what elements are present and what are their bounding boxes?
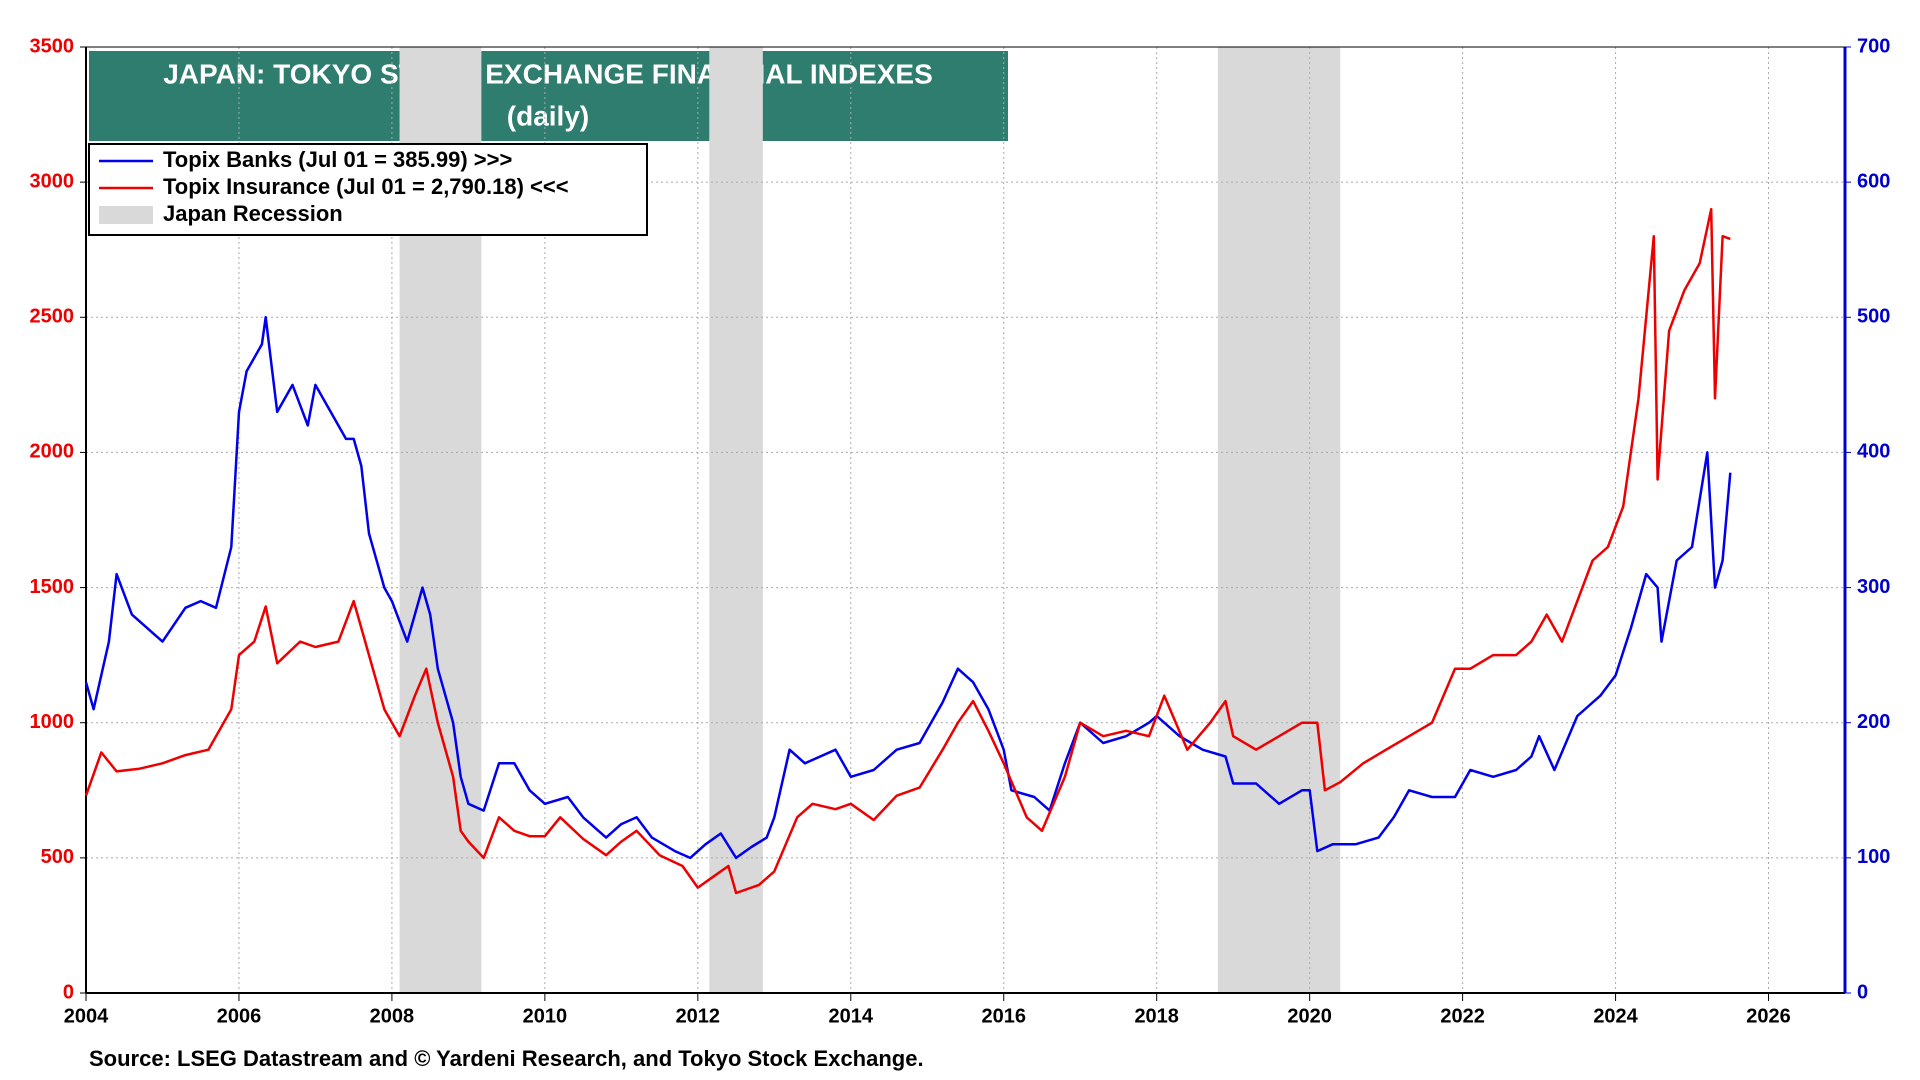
- y2-tick-label: 100: [1857, 846, 1890, 868]
- chart-subtitle: (daily): [507, 100, 589, 131]
- y-tick-label: 1000: [30, 711, 75, 733]
- legend-label: Japan Recession: [163, 201, 343, 226]
- y-tick-label: 1500: [30, 576, 75, 598]
- y2-tick-label: 600: [1857, 170, 1890, 192]
- y2-tick-label: 500: [1857, 306, 1890, 328]
- x-tick-label: 2014: [829, 1005, 874, 1027]
- y-tick-label: 3500: [30, 35, 75, 57]
- y2-tick-label: 400: [1857, 441, 1890, 463]
- legend-label: Topix Insurance (Jul 01 = 2,790.18) <<<: [163, 174, 569, 199]
- x-tick-label: 2004: [64, 1005, 109, 1027]
- legend-box: [88, 143, 648, 236]
- recession-band: [709, 47, 763, 993]
- y-tick-label: 2000: [30, 441, 75, 463]
- series-line: [84, 316, 1732, 860]
- x-tick-label: 2006: [217, 1005, 262, 1027]
- y2-tick-label: 300: [1857, 576, 1890, 598]
- y-tick-label: 0: [63, 981, 74, 1003]
- title-box: [89, 51, 1008, 141]
- x-tick-label: 2008: [370, 1005, 415, 1027]
- x-tick-label: 2026: [1746, 1005, 1791, 1027]
- x-tick-label: 2022: [1440, 1005, 1485, 1027]
- y2-tick-label: 200: [1857, 711, 1890, 733]
- legend-label: Topix Banks (Jul 01 = 385.99) >>>: [163, 147, 512, 172]
- y2-tick-label: 0: [1857, 981, 1868, 1003]
- y-tick-label: 500: [41, 846, 74, 868]
- x-tick-label: 2016: [981, 1005, 1026, 1027]
- legend-swatch: [99, 206, 153, 224]
- series-line: [84, 207, 1731, 895]
- recession-band: [1217, 47, 1341, 993]
- source-note: Source: LSEG Datastream and © Yardeni Re…: [89, 1046, 924, 1071]
- chart-title: JAPAN: TOKYO STOCK EXCHANGE FINANCIAL IN…: [163, 58, 933, 89]
- x-tick-label: 2020: [1287, 1005, 1332, 1027]
- x-tick-label: 2012: [676, 1005, 721, 1027]
- y-tick-label: 3000: [30, 170, 75, 192]
- x-tick-label: 2018: [1134, 1005, 1179, 1027]
- x-tick-label: 2010: [523, 1005, 568, 1027]
- y2-tick-label: 700: [1857, 35, 1890, 57]
- y-tick-label: 2500: [30, 306, 75, 328]
- x-tick-label: 2024: [1593, 1005, 1638, 1027]
